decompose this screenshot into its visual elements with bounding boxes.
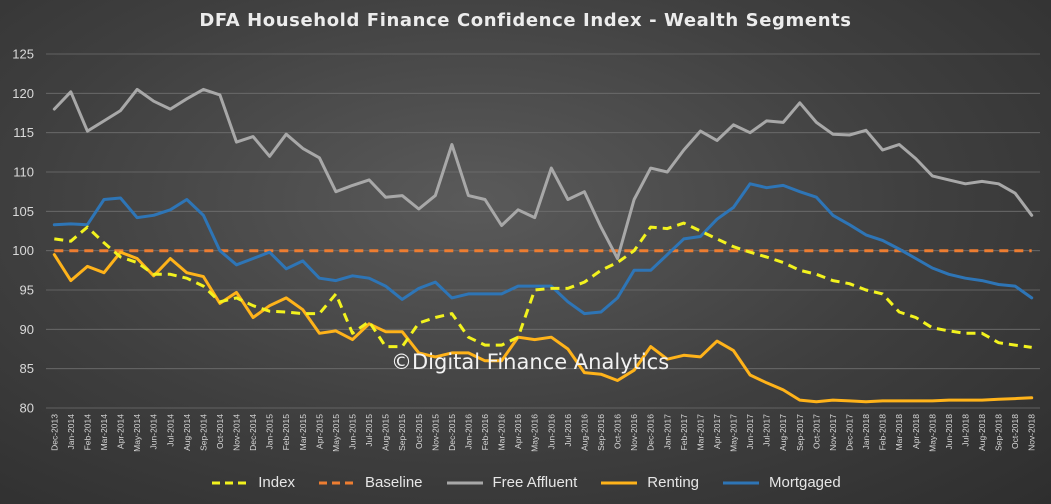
x-tick-label: Jun-2018 [944,414,954,450]
x-tick-label: Apr-2016 [513,414,523,449]
x-tick-label: Aug-2016 [579,414,589,451]
x-tick-label: Feb-2015 [281,414,291,451]
y-tick-label: 120 [12,86,34,101]
x-tick-label: Jan-2015 [265,414,275,450]
x-tick-label: Sep-2017 [795,414,805,451]
x-tick-label: Sep-2018 [994,414,1004,451]
legend-item-renting: Renting [599,474,699,491]
legend-item-mortgaged: Mortgaged [721,474,841,491]
line-chart: 80 85 90 95 100 105 110 115 120 125 Dec-2013 Jan-2… [12,47,1040,452]
watermark: ©Digital Finance Analytics [391,350,670,374]
x-tick-label: Aug-2018 [977,414,987,451]
x-tick-label: Dec-2015 [447,414,457,451]
y-axis-ticks: 80 85 90 95 100 105 110 115 120 125 [12,47,34,416]
legend-swatch [212,481,249,484]
y-tick-label: 115 [13,125,34,140]
series-lines [52,87,1034,404]
x-tick-label: May-2015 [331,414,341,452]
legend-item-baseline: Baseline [317,474,423,491]
x-tick-label: Mar-2015 [298,414,308,451]
x-tick-label: Aug-2014 [182,414,192,451]
legend-label: Index [258,474,295,491]
x-tick-label: Dec-2014 [248,414,258,451]
legend-item-index: Index [210,474,295,491]
x-tick-label: Jun-2014 [149,414,159,450]
legend-label: Baseline [364,474,423,491]
x-tick-label: Nov-2015 [430,414,440,451]
x-tick-label: Jul-2015 [364,414,374,447]
y-tick-label: 90 [20,322,34,337]
legend-swatch [446,481,483,484]
x-tick-label: Oct-2014 [215,414,225,449]
x-tick-label: May-2017 [729,414,739,452]
x-tick-label: Oct-2018 [1010,414,1020,449]
x-tick-label: Mar-2017 [695,414,705,451]
chart-title: DFA Household Finance Confidence Index -… [199,10,852,31]
x-tick-label: Aug-2015 [381,414,391,451]
x-tick-label: Jul-2016 [563,414,573,447]
legend-item-free-affluent: Free Affluent [445,474,578,491]
x-tick-label: Nov-2018 [1027,414,1037,451]
y-tick-label: 95 [20,283,34,298]
y-tick-label: 105 [12,204,34,219]
x-tick-label: Oct-2015 [414,414,424,449]
legend-label: Mortgaged [769,474,841,491]
x-tick-label: Jul-2014 [165,414,175,447]
x-tick-label: Jan-2018 [861,414,871,450]
x-tick-label: Jan-2017 [662,414,672,450]
legend-label: Free Affluent [492,474,578,491]
x-tick-label: May-2014 [132,414,142,452]
x-tick-label: Sep-2015 [397,414,407,451]
y-tick-label: 100 [12,243,34,258]
x-tick-label: Apr-2014 [116,414,126,449]
x-axis-ticks: Dec-2013 Jan-2014 Feb-2014 Mar-2014 Apr-2014… [49,414,1036,452]
x-tick-label: Sep-2016 [596,414,606,451]
x-tick-label: May-2018 [927,414,937,452]
y-tick-label: 85 [20,361,34,376]
y-tick-label: 80 [20,401,34,416]
x-tick-label: Feb-2018 [878,414,888,451]
x-tick-label: Apr-2017 [712,414,722,449]
x-tick-label: Jan-2014 [66,414,76,450]
x-tick-label: Dec-2013 [49,414,59,451]
legend-swatch [723,481,759,484]
x-tick-label: Sep-2014 [198,414,208,451]
x-tick-label: May-2016 [530,414,540,452]
x-tick-label: Jul-2017 [762,414,772,447]
series-line-renting [52,250,1034,404]
x-tick-label: Mar-2014 [99,414,109,451]
x-tick-label: Aug-2017 [778,414,788,451]
legend-label: Renting [647,474,699,491]
x-tick-label: Jul-2018 [960,414,970,447]
y-tick-label: 125 [12,47,34,62]
x-tick-label: Mar-2018 [894,414,904,451]
series-line-free-affluent [52,87,1034,260]
x-tick-label: Oct-2017 [811,414,821,449]
x-tick-label: Jun-2016 [546,414,556,450]
x-tick-label: Mar-2016 [497,414,507,451]
x-tick-label: Nov-2014 [232,414,242,451]
x-tick-label: Oct-2016 [613,414,623,449]
x-tick-label: Dec-2016 [646,414,656,451]
legend-swatch [601,481,638,484]
y-tick-label: 110 [13,165,34,180]
x-tick-label: Feb-2017 [679,414,689,451]
series-line-mortgaged [52,182,1034,316]
legend: Index Baseline Free Affluent Renting Mortgag… [0,474,1051,491]
x-tick-label: Jun-2017 [745,414,755,450]
series-line-index [54,221,1032,349]
x-tick-label: Apr-2015 [314,414,324,449]
x-tick-label: Feb-2014 [82,414,92,451]
x-tick-label: Apr-2018 [911,414,921,449]
legend-swatch [318,481,355,484]
x-tick-label: Jan-2016 [463,414,473,450]
x-tick-label: Nov-2016 [629,414,639,451]
x-tick-label: Dec-2017 [844,414,854,451]
x-tick-label: Feb-2016 [480,414,490,451]
x-tick-label: Nov-2017 [828,414,838,451]
x-tick-label: Jun-2015 [347,414,357,450]
